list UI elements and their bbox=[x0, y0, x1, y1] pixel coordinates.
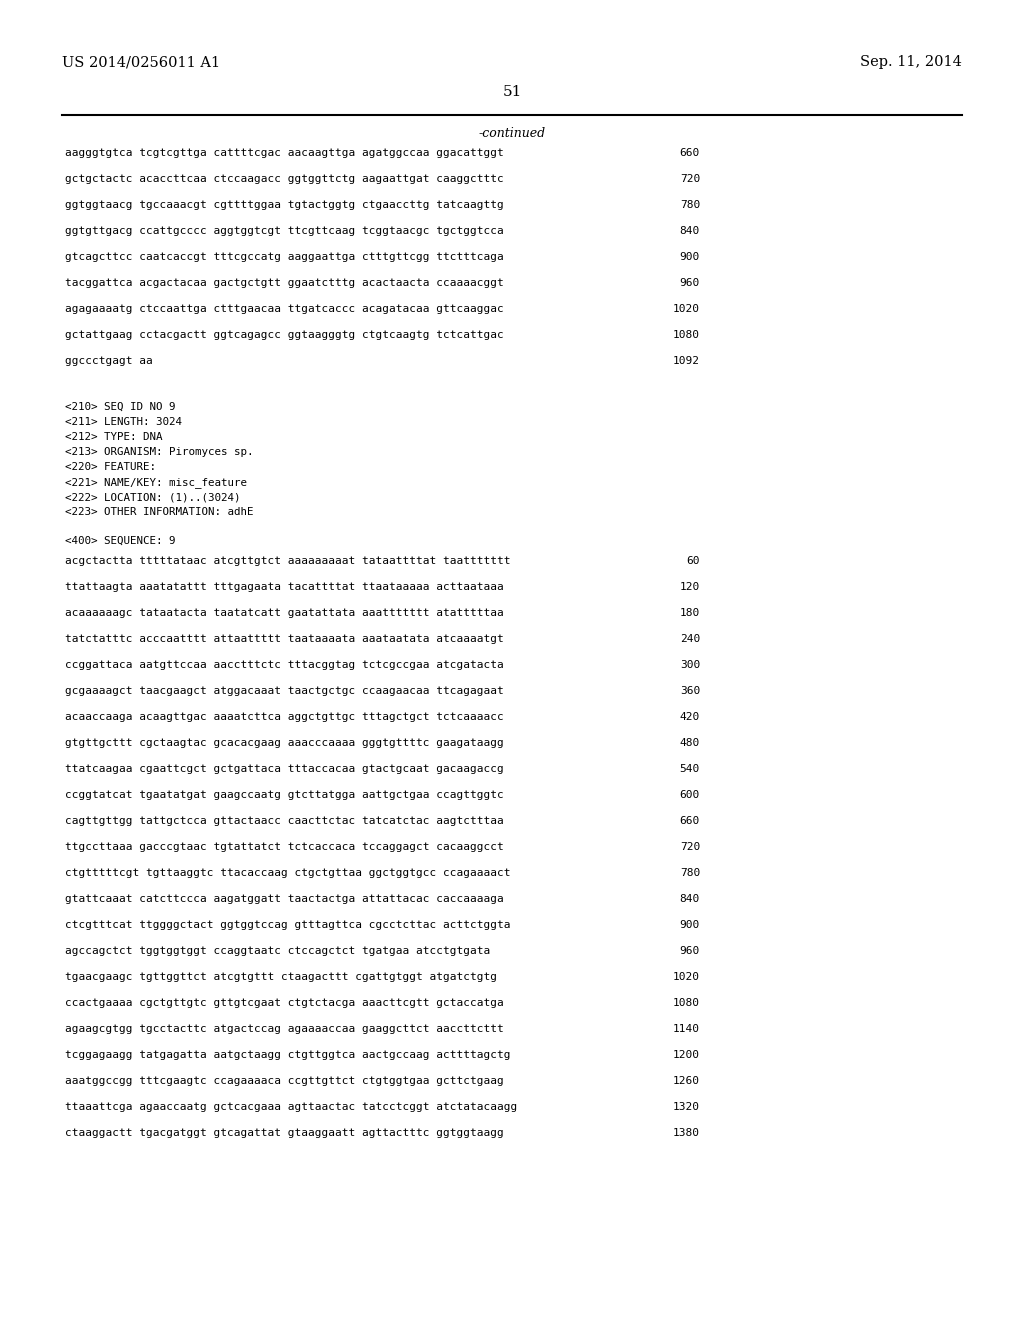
Text: ggtggtaacg tgccaaacgt cgttttggaa tgtactggtg ctgaaccttg tatcaagttg: ggtggtaacg tgccaaacgt cgttttggaa tgtactg… bbox=[65, 201, 504, 210]
Text: tgaacgaagc tgttggttct atcgtgttt ctaagacttt cgattgtggt atgatctgtg: tgaacgaagc tgttggttct atcgtgttt ctaagact… bbox=[65, 972, 497, 982]
Text: <221> NAME/KEY: misc_feature: <221> NAME/KEY: misc_feature bbox=[65, 477, 247, 488]
Text: 240: 240 bbox=[680, 634, 700, 644]
Text: ctgtttttcgt tgttaaggtc ttacaccaag ctgctgttaa ggctggtgcc ccagaaaact: ctgtttttcgt tgttaaggtc ttacaccaag ctgctg… bbox=[65, 869, 511, 878]
Text: 780: 780 bbox=[680, 869, 700, 878]
Text: Sep. 11, 2014: Sep. 11, 2014 bbox=[860, 55, 962, 69]
Text: 60: 60 bbox=[686, 556, 700, 566]
Text: ttgccttaaa gacccgtaac tgtattatct tctcaccaca tccaggagct cacaaggcct: ttgccttaaa gacccgtaac tgtattatct tctcacc… bbox=[65, 842, 504, 851]
Text: 720: 720 bbox=[680, 842, 700, 851]
Text: 840: 840 bbox=[680, 894, 700, 904]
Text: 1020: 1020 bbox=[673, 304, 700, 314]
Text: 1080: 1080 bbox=[673, 998, 700, 1008]
Text: 51: 51 bbox=[503, 84, 521, 99]
Text: agagaaaatg ctccaattga ctttgaacaa ttgatcaccc acagatacaa gttcaaggac: agagaaaatg ctccaattga ctttgaacaa ttgatca… bbox=[65, 304, 504, 314]
Text: gtattcaaat catcttccca aagatggatt taactactga attattacac caccaaaaga: gtattcaaat catcttccca aagatggatt taactac… bbox=[65, 894, 504, 904]
Text: gtcagcttcc caatcaccgt tttcgccatg aaggaattga ctttgttcgg ttctttcaga: gtcagcttcc caatcaccgt tttcgccatg aaggaat… bbox=[65, 252, 504, 261]
Text: 660: 660 bbox=[680, 816, 700, 826]
Text: gctgctactc acaccttcaa ctccaagacc ggtggttctg aagaattgat caaggctttc: gctgctactc acaccttcaa ctccaagacc ggtggtt… bbox=[65, 174, 504, 183]
Text: ccggattaca aatgttccaa aacctttctc tttacggtag tctcgccgaa atcgatacta: ccggattaca aatgttccaa aacctttctc tttacgg… bbox=[65, 660, 504, 671]
Text: 720: 720 bbox=[680, 174, 700, 183]
Text: 300: 300 bbox=[680, 660, 700, 671]
Text: 1380: 1380 bbox=[673, 1129, 700, 1138]
Text: gctattgaag cctacgactt ggtcagagcc ggtaagggtg ctgtcaagtg tctcattgac: gctattgaag cctacgactt ggtcagagcc ggtaagg… bbox=[65, 330, 504, 341]
Text: <223> OTHER INFORMATION: adhE: <223> OTHER INFORMATION: adhE bbox=[65, 507, 254, 517]
Text: <220> FEATURE:: <220> FEATURE: bbox=[65, 462, 156, 473]
Text: ttaaattcga agaaccaatg gctcacgaaa agttaactac tatcctcggt atctatacaagg: ttaaattcga agaaccaatg gctcacgaaa agttaac… bbox=[65, 1102, 517, 1111]
Text: -continued: -continued bbox=[478, 127, 546, 140]
Text: 480: 480 bbox=[680, 738, 700, 748]
Text: acaaccaaga acaagttgac aaaatcttca aggctgttgc tttagctgct tctcaaaacc: acaaccaaga acaagttgac aaaatcttca aggctgt… bbox=[65, 711, 504, 722]
Text: ttatcaagaa cgaattcgct gctgattaca tttaccacaa gtactgcaat gacaagaccg: ttatcaagaa cgaattcgct gctgattaca tttacca… bbox=[65, 764, 504, 774]
Text: gtgttgcttt cgctaagtac gcacacgaag aaacccaaaa gggtgttttc gaagataagg: gtgttgcttt cgctaagtac gcacacgaag aaaccca… bbox=[65, 738, 504, 748]
Text: 660: 660 bbox=[680, 148, 700, 158]
Text: 360: 360 bbox=[680, 686, 700, 696]
Text: 1092: 1092 bbox=[673, 356, 700, 366]
Text: 1020: 1020 bbox=[673, 972, 700, 982]
Text: 840: 840 bbox=[680, 226, 700, 236]
Text: 1200: 1200 bbox=[673, 1049, 700, 1060]
Text: aaatggccgg tttcgaagtc ccagaaaaca ccgttgttct ctgtggtgaa gcttctgaag: aaatggccgg tttcgaagtc ccagaaaaca ccgttgt… bbox=[65, 1076, 504, 1086]
Text: ttattaagta aaatatattt tttgagaata tacattttat ttaataaaaa acttaataaa: ttattaagta aaatatattt tttgagaata tacattt… bbox=[65, 582, 504, 591]
Text: gcgaaaagct taacgaagct atggacaaat taactgctgc ccaagaacaa ttcagagaat: gcgaaaagct taacgaagct atggacaaat taactgc… bbox=[65, 686, 504, 696]
Text: 900: 900 bbox=[680, 920, 700, 931]
Text: acaaaaaagc tataatacta taatatcatt gaatattata aaattttttt atatttttaa: acaaaaaagc tataatacta taatatcatt gaatatt… bbox=[65, 609, 504, 618]
Text: <213> ORGANISM: Piromyces sp.: <213> ORGANISM: Piromyces sp. bbox=[65, 447, 254, 457]
Text: <222> LOCATION: (1)..(3024): <222> LOCATION: (1)..(3024) bbox=[65, 492, 241, 502]
Text: ggtgttgacg ccattgcccc aggtggtcgt ttcgttcaag tcggtaacgc tgctggtcca: ggtgttgacg ccattgcccc aggtggtcgt ttcgttc… bbox=[65, 226, 504, 236]
Text: agccagctct tggtggtggt ccaggtaatc ctccagctct tgatgaa atcctgtgata: agccagctct tggtggtggt ccaggtaatc ctccagc… bbox=[65, 946, 490, 956]
Text: tacggattca acgactacaa gactgctgtt ggaatctttg acactaacta ccaaaacggt: tacggattca acgactacaa gactgctgtt ggaatct… bbox=[65, 279, 504, 288]
Text: tatctatttc acccaatttt attaattttt taataaaata aaataatata atcaaaatgt: tatctatttc acccaatttt attaattttt taataaa… bbox=[65, 634, 504, 644]
Text: 600: 600 bbox=[680, 789, 700, 800]
Text: ggccctgagt aa: ggccctgagt aa bbox=[65, 356, 153, 366]
Text: 180: 180 bbox=[680, 609, 700, 618]
Text: 420: 420 bbox=[680, 711, 700, 722]
Text: tcggagaagg tatgagatta aatgctaagg ctgttggtca aactgccaag acttttagctg: tcggagaagg tatgagatta aatgctaagg ctgttgg… bbox=[65, 1049, 511, 1060]
Text: ccactgaaaa cgctgttgtc gttgtcgaat ctgtctacga aaacttcgtt gctaccatga: ccactgaaaa cgctgttgtc gttgtcgaat ctgtcta… bbox=[65, 998, 504, 1008]
Text: 960: 960 bbox=[680, 946, 700, 956]
Text: acgctactta tttttataac atcgttgtct aaaaaaaaat tataattttat taattttttt: acgctactta tttttataac atcgttgtct aaaaaaa… bbox=[65, 556, 511, 566]
Text: 1320: 1320 bbox=[673, 1102, 700, 1111]
Text: 120: 120 bbox=[680, 582, 700, 591]
Text: 780: 780 bbox=[680, 201, 700, 210]
Text: <210> SEQ ID NO 9: <210> SEQ ID NO 9 bbox=[65, 403, 175, 412]
Text: 540: 540 bbox=[680, 764, 700, 774]
Text: aagggtgtca tcgtcgttga cattttcgac aacaagttga agatggccaa ggacattggt: aagggtgtca tcgtcgttga cattttcgac aacaagt… bbox=[65, 148, 504, 158]
Text: agaagcgtgg tgcctacttc atgactccag agaaaaccaa gaaggcttct aaccttcttt: agaagcgtgg tgcctacttc atgactccag agaaaac… bbox=[65, 1024, 504, 1034]
Text: US 2014/0256011 A1: US 2014/0256011 A1 bbox=[62, 55, 220, 69]
Text: cagttgttgg tattgctcca gttactaacc caacttctac tatcatctac aagtctttaa: cagttgttgg tattgctcca gttactaacc caacttc… bbox=[65, 816, 504, 826]
Text: <212> TYPE: DNA: <212> TYPE: DNA bbox=[65, 432, 163, 442]
Text: 960: 960 bbox=[680, 279, 700, 288]
Text: 1140: 1140 bbox=[673, 1024, 700, 1034]
Text: 1080: 1080 bbox=[673, 330, 700, 341]
Text: ccggtatcat tgaatatgat gaagccaatg gtcttatgga aattgctgaa ccagttggtc: ccggtatcat tgaatatgat gaagccaatg gtcttat… bbox=[65, 789, 504, 800]
Text: <400> SEQUENCE: 9: <400> SEQUENCE: 9 bbox=[65, 536, 175, 546]
Text: ctcgtttcat ttggggctact ggtggtccag gtttagttca cgcctcttac acttctggta: ctcgtttcat ttggggctact ggtggtccag gtttag… bbox=[65, 920, 511, 931]
Text: <211> LENGTH: 3024: <211> LENGTH: 3024 bbox=[65, 417, 182, 426]
Text: 900: 900 bbox=[680, 252, 700, 261]
Text: ctaaggactt tgacgatggt gtcagattat gtaaggaatt agttactttc ggtggtaagg: ctaaggactt tgacgatggt gtcagattat gtaagga… bbox=[65, 1129, 504, 1138]
Text: 1260: 1260 bbox=[673, 1076, 700, 1086]
